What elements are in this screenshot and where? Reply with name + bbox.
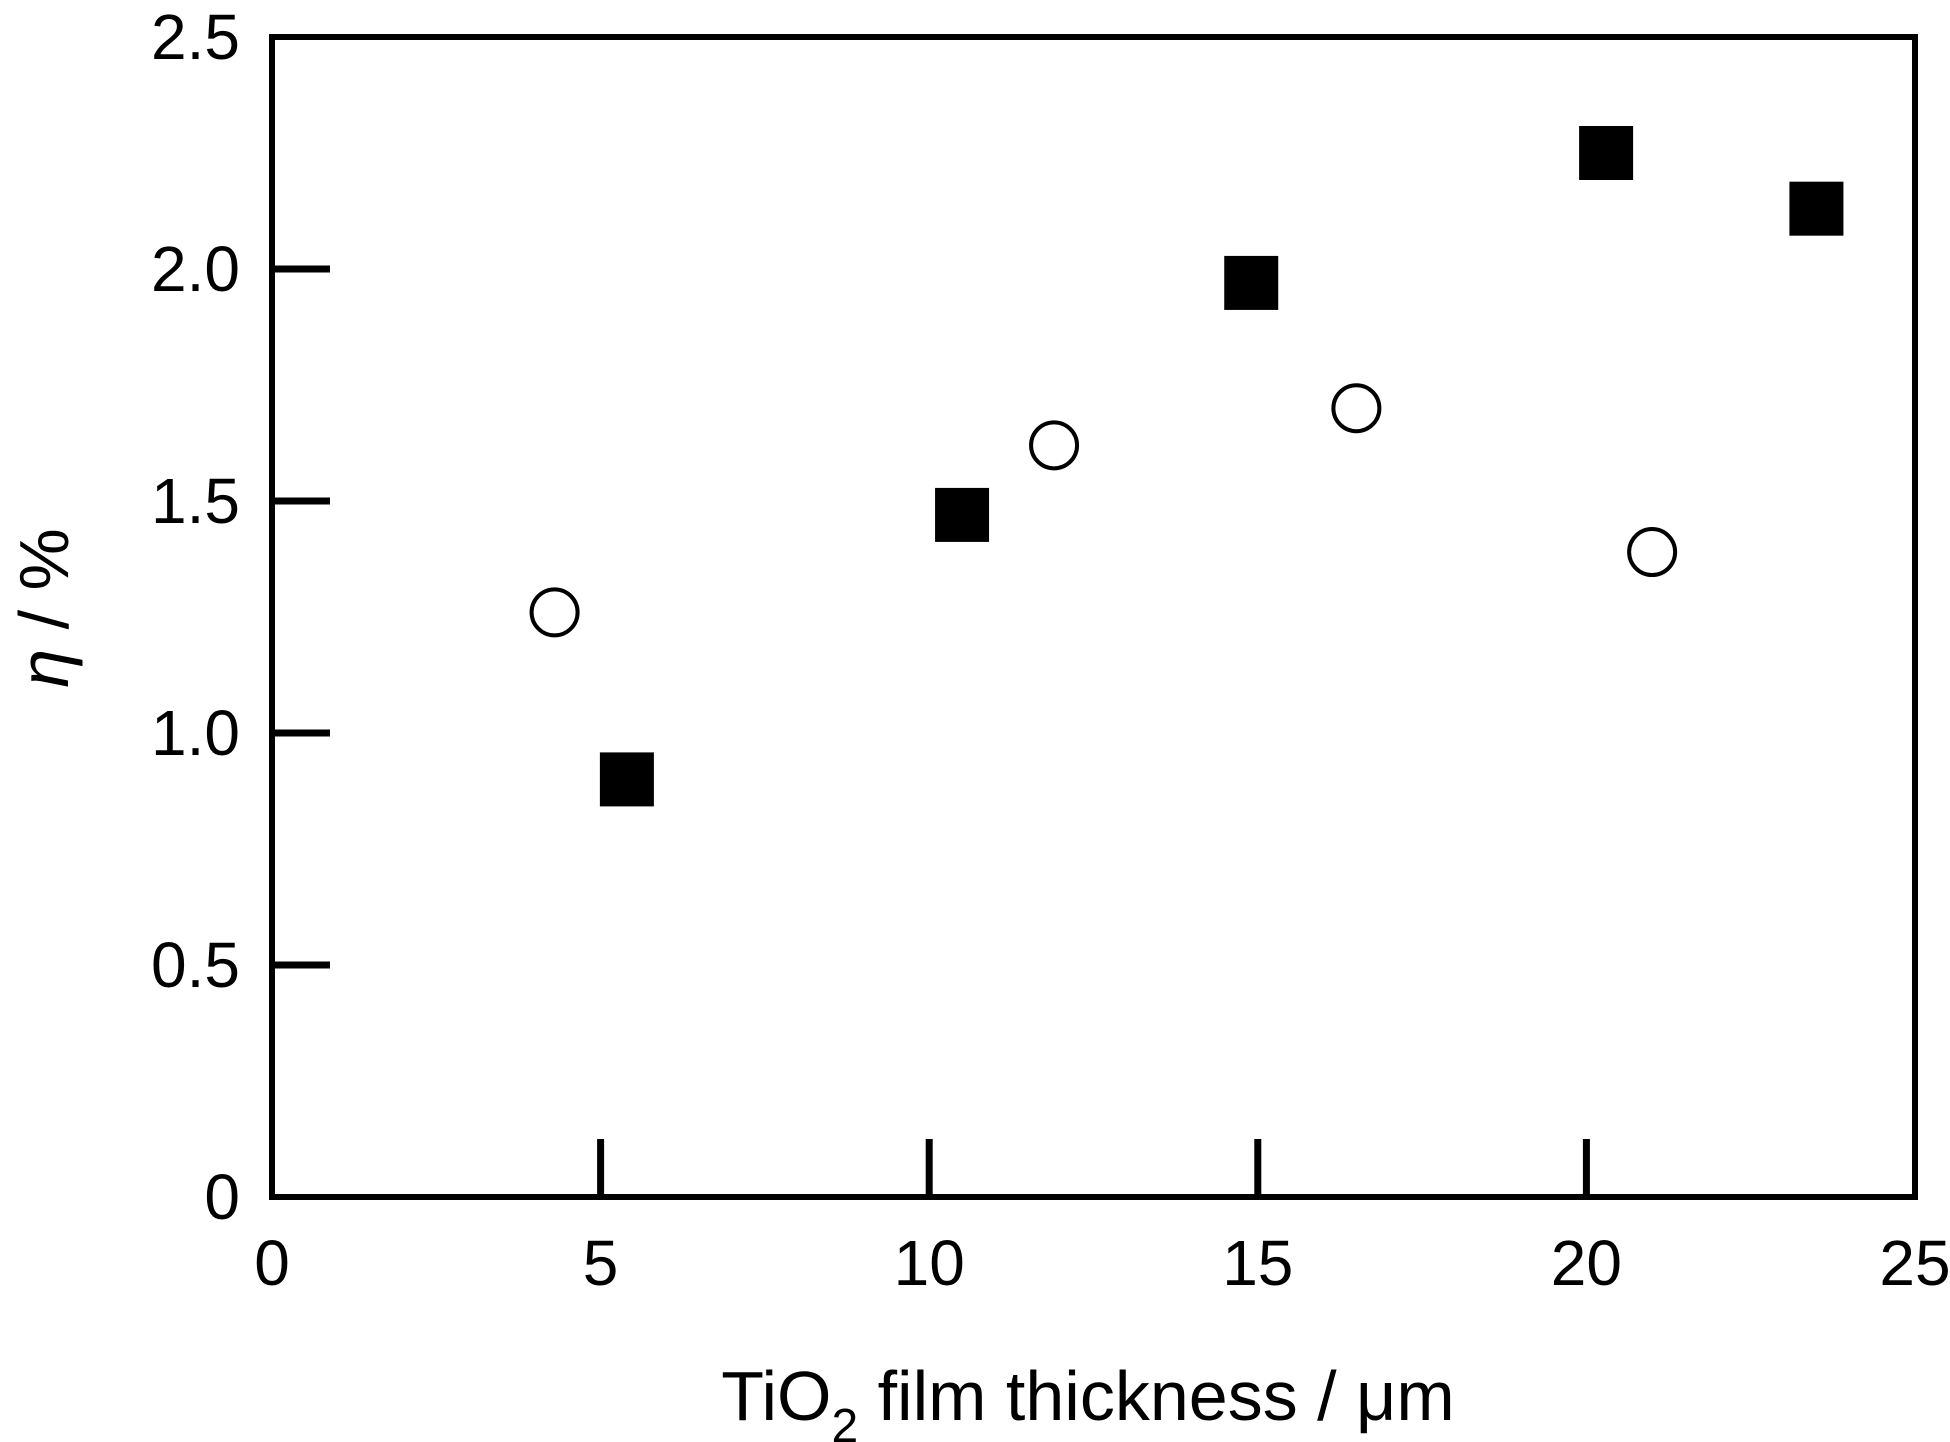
filled-square-point xyxy=(1789,181,1844,236)
filled-square-point xyxy=(599,752,654,807)
open-circle-point xyxy=(1331,383,1382,434)
plot-frame xyxy=(269,34,1918,1200)
filled-square-point xyxy=(935,487,990,542)
y-axis-title: η / % xyxy=(5,528,83,687)
x-tick-label: 20 xyxy=(1551,1227,1622,1299)
y-tick-label: 0 xyxy=(204,1161,240,1233)
y-axis-title-rest: / % xyxy=(5,528,83,649)
y-tick-label: 2.0 xyxy=(151,233,240,305)
y-tick-label: 1.0 xyxy=(151,697,240,769)
x-axis-title-subscript: 2 xyxy=(831,1400,858,1442)
y-tick-label: 1.5 xyxy=(151,465,240,537)
x-axis-title-main: TiO xyxy=(721,1357,831,1435)
open-circle-point xyxy=(1627,527,1678,578)
filled-square-point xyxy=(1224,255,1279,310)
x-tick-label: 15 xyxy=(1222,1227,1293,1299)
open-circle-point xyxy=(529,587,580,638)
x-axis-title: TiO2 film thickness / μm xyxy=(721,1357,1454,1442)
ticks xyxy=(272,265,1590,1197)
x-axis-title-rest: film thickness / μm xyxy=(858,1357,1455,1435)
y-axis-title-symbol: η xyxy=(5,649,83,688)
tick-labels: 0 5 10 15 20 25 0 0.5 1.0 1.5 2.0 2.5 xyxy=(151,1,1950,1299)
x-tick-label: 0 xyxy=(254,1227,290,1299)
x-tick-label: 10 xyxy=(894,1227,965,1299)
data-points xyxy=(529,126,1844,807)
filled-square-point xyxy=(1579,126,1634,180)
x-tick-label: 5 xyxy=(583,1227,619,1299)
open-circle-point xyxy=(1029,420,1080,471)
axes xyxy=(269,34,1918,1200)
x-tick-label: 25 xyxy=(1879,1227,1950,1299)
y-tick-label: 0.5 xyxy=(151,929,240,1001)
y-tick-label: 2.5 xyxy=(151,1,240,73)
